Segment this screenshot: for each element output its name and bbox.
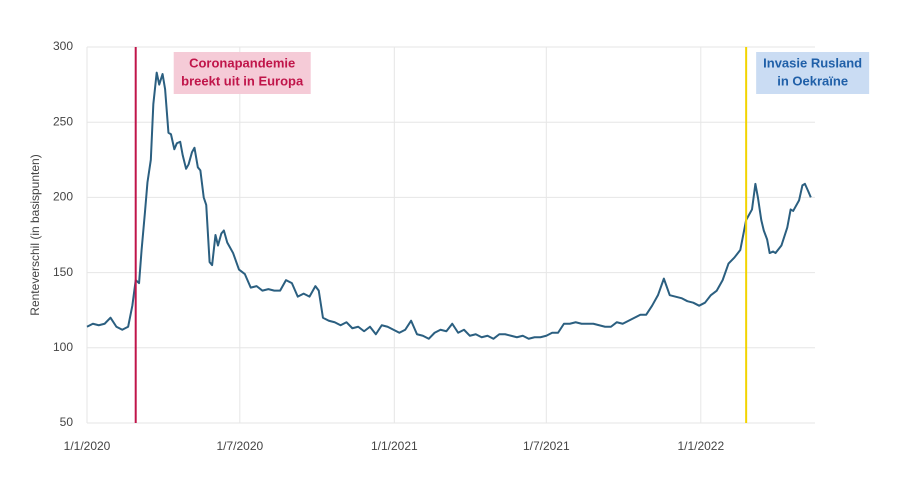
x-tick-label: 1/7/2020 (216, 439, 263, 453)
annotation-text: Coronapandemie (189, 55, 295, 70)
annotation: Invasie Rusland in Oekraïne (756, 52, 870, 94)
x-tick-label: 1/1/2022 (677, 439, 724, 453)
y-tick-label: 200 (53, 190, 73, 204)
data-line (86, 71, 812, 340)
y-tick-label: 150 (53, 265, 73, 279)
x-tick-label: 1/1/2021 (371, 439, 418, 453)
annotation: Coronapandemie breekt uit in Europa (173, 52, 311, 94)
y-tick-label: 100 (53, 340, 73, 354)
annotation-box (173, 52, 311, 94)
annotation-text: breekt uit in Europa (181, 73, 304, 88)
x-tick-label: 1/1/2020 (64, 439, 111, 453)
annotation-text: in Oekraïne (777, 73, 848, 88)
x-tick-label: 1/7/2021 (523, 439, 570, 453)
y-tick-label: 300 (53, 39, 73, 53)
y-tick-label: 50 (60, 415, 74, 429)
y-tick-label: 250 (53, 114, 73, 128)
annotation-text: Invasie Rusland (763, 55, 862, 70)
annotation-box (756, 52, 870, 94)
y-axis-label: Renteverschil (in basispunten) (28, 154, 42, 315)
